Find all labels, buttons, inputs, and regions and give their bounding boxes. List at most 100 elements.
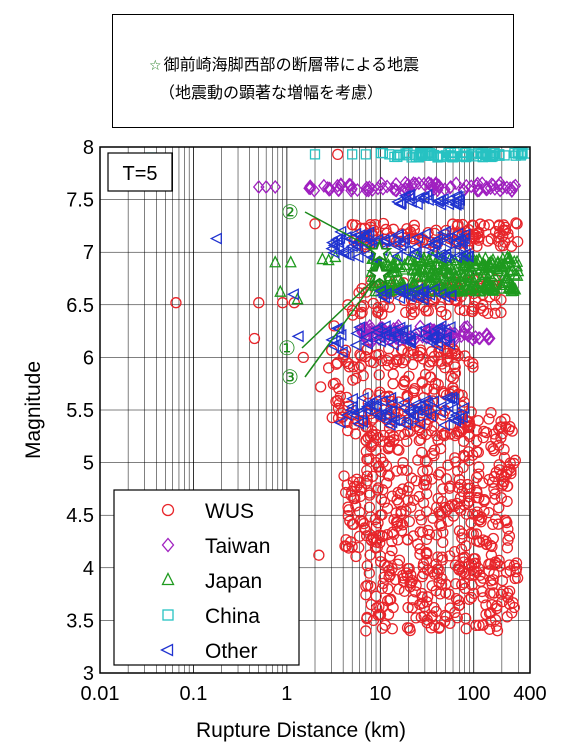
point-wus: [376, 622, 389, 634]
point-wus: [421, 596, 433, 608]
point-wus: [382, 608, 395, 621]
point-japan: [385, 274, 399, 287]
point-wus: [497, 224, 510, 237]
point-wus: [492, 518, 505, 530]
point-other: [373, 411, 386, 424]
point-wus: [488, 568, 500, 580]
point-wus: [447, 372, 460, 385]
point-wus: [382, 469, 394, 481]
point-wus: [399, 428, 411, 441]
point-taiwan: [269, 179, 282, 194]
y-tick-label: 4.5: [66, 505, 94, 527]
point-wus: [490, 602, 503, 615]
y-tick-label: 3.5: [66, 610, 94, 632]
point-japan: [398, 257, 411, 270]
point-wus: [456, 485, 468, 498]
point-other: [397, 401, 411, 414]
point-wus: [341, 391, 353, 404]
legend-label-china: China: [205, 605, 260, 628]
point-wus: [426, 293, 439, 305]
point-wus: [426, 580, 438, 592]
point-other: [448, 236, 462, 249]
point-wus: [424, 371, 436, 383]
point-wus: [492, 423, 505, 435]
point-wus: [381, 354, 393, 367]
point-japan: [460, 277, 473, 290]
point-wus: [395, 505, 407, 517]
point-wus: [460, 623, 472, 635]
point-china: [394, 149, 406, 160]
point-other: [416, 403, 429, 416]
point-wus: [483, 558, 495, 570]
point-other: [412, 191, 425, 205]
point-other: [437, 419, 450, 432]
point-wus: [478, 425, 490, 438]
point-japan: [449, 256, 462, 269]
point-other: [345, 392, 358, 405]
point-japan: [391, 257, 404, 270]
point-wus: [490, 620, 503, 632]
point-wus: [432, 378, 444, 391]
point-wus: [373, 348, 385, 361]
point-other: [424, 410, 437, 423]
point-other: [393, 291, 406, 305]
point-wus: [442, 459, 454, 471]
point-other: [451, 227, 464, 240]
point-china: [400, 148, 411, 159]
point-wus: [491, 625, 504, 637]
point-wus: [360, 625, 372, 637]
point-wus: [405, 501, 417, 513]
point-wus: [400, 306, 412, 319]
point-wus: [355, 350, 367, 362]
point-other: [396, 283, 409, 296]
point-wus: [332, 148, 344, 161]
point-taiwan: [344, 178, 357, 193]
point-wus: [458, 304, 471, 317]
point-taiwan: [390, 177, 402, 192]
x-tick-label: 0.1: [180, 683, 208, 705]
point-other: [449, 415, 462, 428]
point-other: [418, 227, 431, 240]
point-wus: [398, 376, 411, 388]
point-other: [415, 286, 428, 299]
point-wus: [417, 558, 430, 570]
point-other: [378, 320, 391, 333]
point-other: [413, 399, 426, 412]
point-other: [340, 409, 353, 422]
point-other: [332, 241, 345, 254]
point-other: [375, 394, 388, 407]
point-wus: [436, 551, 448, 563]
point-other: [403, 290, 416, 303]
point-wus: [503, 559, 516, 571]
point-wus: [365, 414, 378, 427]
point-wus: [405, 302, 417, 315]
point-wus: [422, 591, 434, 603]
point-wus: [467, 528, 479, 540]
point-china: [487, 150, 499, 162]
point-taiwan: [367, 326, 380, 341]
point-wus: [248, 332, 261, 345]
point-japan: [433, 276, 447, 289]
point-wus: [402, 601, 414, 614]
point-wus: [333, 398, 345, 410]
point-other: [391, 195, 404, 208]
point-other: [447, 412, 460, 425]
point-wus: [476, 511, 488, 523]
point-wus: [421, 455, 433, 468]
point-wus: [407, 594, 419, 606]
point-china: [485, 151, 496, 162]
point-china: [448, 152, 459, 163]
point-wus: [443, 482, 456, 494]
point-other: [350, 327, 363, 340]
y-axis-ticks: 3 3.5 4 4.5 5 5.5 6 6.5 7 7.5 8: [66, 137, 94, 685]
point-wus: [376, 601, 389, 613]
point-wus: [372, 517, 384, 529]
point-wus: [433, 506, 445, 518]
point-wus: [449, 429, 461, 442]
point-wus: [430, 529, 443, 541]
point-other: [427, 330, 440, 343]
point-taiwan: [399, 175, 412, 190]
point-other: [374, 408, 387, 421]
point-wus: [485, 440, 497, 453]
